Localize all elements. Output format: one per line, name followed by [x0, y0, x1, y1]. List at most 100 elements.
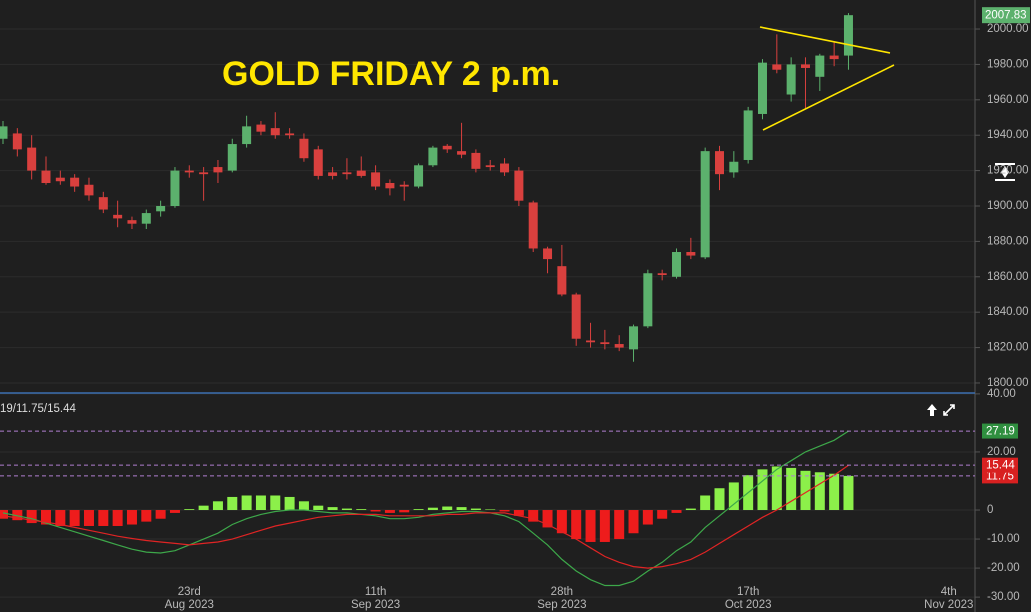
candle-body	[772, 64, 782, 70]
candle-body	[614, 344, 624, 348]
x-tick-label: Sep 2023	[351, 599, 400, 611]
candle-body	[170, 170, 180, 206]
histogram-bar	[384, 510, 395, 513]
x-tick-label: 28th	[551, 586, 573, 598]
histogram-bar	[442, 506, 453, 511]
value-box-label: 15.44	[986, 460, 1015, 472]
candle-body	[141, 213, 151, 224]
indicator-legend: 19/11.75/15.44	[0, 403, 76, 415]
value-box	[982, 457, 1018, 473]
histogram-bar	[542, 510, 553, 528]
histogram-bar	[40, 510, 51, 525]
y-tick-label: -20.00	[987, 562, 1020, 574]
histogram-bar	[814, 472, 825, 511]
candle-body	[442, 145, 452, 150]
candle-body	[586, 340, 596, 343]
candle-body	[700, 151, 710, 258]
histogram-bar	[513, 510, 524, 516]
candle-body	[213, 167, 223, 173]
candle-body	[385, 182, 395, 189]
x-tick-label: 23rd	[178, 586, 201, 598]
candle-body	[743, 110, 753, 160]
histogram-bar	[614, 510, 625, 540]
histogram-bar	[456, 507, 467, 511]
x-tick-label: Nov 2023	[924, 599, 973, 611]
y-tick-label: 1940.00	[987, 129, 1029, 141]
histogram-bar	[212, 501, 223, 511]
histogram-bar	[757, 469, 768, 511]
histogram-bar	[255, 495, 266, 511]
candle-body	[757, 62, 767, 114]
histogram-bar	[571, 510, 582, 540]
histogram-bar	[69, 510, 80, 526]
last-price-label: 2007.83	[985, 10, 1027, 22]
candle-body	[55, 177, 65, 182]
y-tick-label: 1920.00	[987, 165, 1029, 177]
histogram-bar	[155, 510, 166, 519]
y-tick-label: 0	[987, 504, 993, 516]
candle-body	[328, 172, 338, 176]
histogram-bar	[671, 510, 682, 513]
y-tick-label: -10.00	[987, 533, 1020, 545]
y-tick-label: 1880.00	[987, 235, 1029, 247]
histogram-bar	[642, 510, 653, 525]
histogram-bar	[284, 496, 295, 511]
candle-body	[256, 124, 266, 132]
candle-body	[199, 172, 209, 175]
candle-body	[800, 64, 810, 68]
histogram-bar	[628, 510, 639, 534]
histogram-bar	[843, 475, 854, 511]
candle-body	[371, 172, 381, 187]
histogram-bar	[298, 501, 309, 511]
histogram-bar	[700, 495, 711, 511]
histogram-bar	[585, 510, 596, 542]
candle-body	[500, 163, 510, 173]
value-box	[982, 423, 1018, 439]
trend-line	[759, 26, 891, 54]
histogram-bar	[241, 495, 252, 511]
x-tick-label: 4th	[941, 586, 957, 598]
candle-body	[843, 15, 853, 56]
histogram-bar	[657, 510, 668, 519]
pane-icons[interactable]	[927, 404, 955, 416]
candle-body	[299, 138, 309, 159]
candle-body	[227, 144, 237, 171]
last-price-box	[982, 7, 1030, 24]
candle-body	[0, 126, 8, 139]
value-box-label: 11.75	[986, 470, 1014, 482]
histogram-bar	[356, 509, 367, 511]
candle-body	[184, 170, 194, 173]
histogram-bar	[327, 507, 338, 511]
histogram-bar	[800, 470, 811, 511]
scale-icon[interactable]	[994, 162, 1016, 182]
candle-body	[428, 147, 438, 166]
candle-body	[27, 147, 37, 171]
candle-body	[414, 165, 424, 187]
candle-body	[829, 55, 839, 60]
y-tick-label: 1840.00	[987, 306, 1029, 318]
candle-body	[557, 266, 567, 295]
y-tick-label: 1820.00	[987, 342, 1029, 354]
histogram-bar	[399, 510, 410, 513]
histogram-bar	[313, 505, 324, 511]
candle-body	[84, 184, 94, 196]
histogram-bar	[98, 510, 109, 526]
candle-body	[571, 294, 581, 339]
y-tick-label: 1980.00	[987, 58, 1029, 70]
x-tick-label: Oct 2023	[725, 599, 772, 611]
candle-body	[514, 170, 524, 201]
histogram-bar	[485, 509, 496, 511]
histogram-bar	[270, 495, 281, 511]
candle-body	[815, 55, 825, 77]
histogram-bar	[83, 510, 94, 526]
histogram-bar	[427, 507, 438, 511]
y-tick-label: 1800.00	[987, 377, 1029, 389]
histogram-bar	[341, 508, 352, 511]
trend-line	[762, 64, 895, 131]
histogram-bar	[771, 466, 782, 511]
candle-body	[399, 184, 409, 187]
histogram-bar	[599, 510, 610, 542]
marks	[0, 13, 854, 587]
candle-body	[672, 252, 682, 277]
